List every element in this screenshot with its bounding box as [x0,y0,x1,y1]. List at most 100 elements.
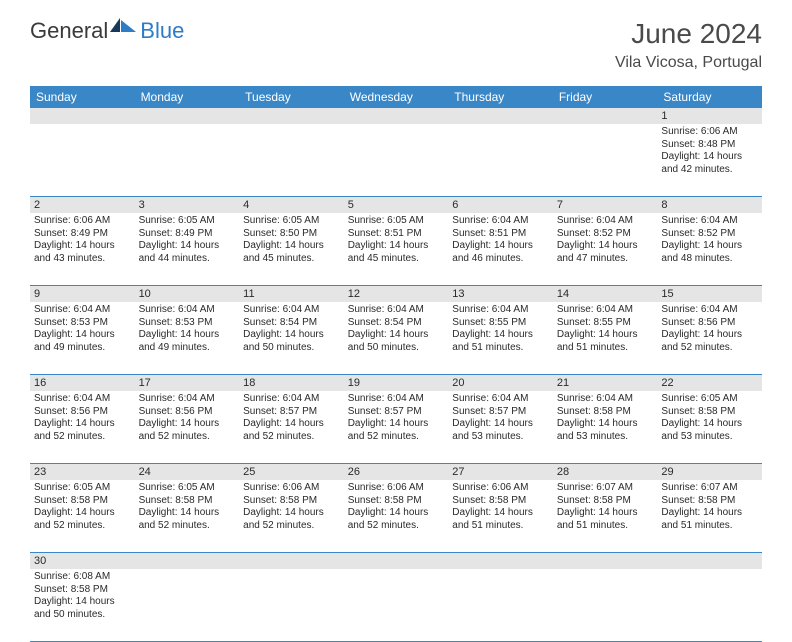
day2-text: and 42 minutes. [661,164,758,177]
sunrise-text: Sunrise: 6:06 AM [243,482,340,495]
sunset-text: Sunset: 8:57 PM [348,406,445,419]
day-number [448,108,553,124]
weekday-header: Tuesday [239,86,344,108]
day-cell: Sunrise: 6:05 AMSunset: 8:50 PMDaylight:… [239,213,344,285]
day-number: 1 [657,108,762,124]
day-cell: Sunrise: 6:04 AMSunset: 8:56 PMDaylight:… [135,391,240,463]
day-number [30,108,135,124]
day1-text: Daylight: 14 hours [661,418,758,431]
day1-text: Daylight: 14 hours [34,596,131,609]
day-cell [657,569,762,641]
day-cell: Sunrise: 6:04 AMSunset: 8:51 PMDaylight:… [448,213,553,285]
day1-text: Daylight: 14 hours [557,240,654,253]
weekday-header: Monday [135,86,240,108]
day2-text: and 51 minutes. [557,342,654,355]
day-cell: Sunrise: 6:04 AMSunset: 8:53 PMDaylight:… [30,302,135,374]
sunset-text: Sunset: 8:52 PM [557,228,654,241]
sunrise-text: Sunrise: 6:06 AM [452,482,549,495]
day-number: 30 [30,553,135,569]
sunset-text: Sunset: 8:54 PM [348,317,445,330]
sunset-text: Sunset: 8:50 PM [243,228,340,241]
day2-text: and 47 minutes. [557,253,654,266]
day-cell [30,124,135,196]
day1-text: Daylight: 14 hours [243,507,340,520]
day-number: 6 [448,197,553,213]
day2-text: and 50 minutes. [243,342,340,355]
day-number: 11 [239,286,344,302]
day1-text: Daylight: 14 hours [452,418,549,431]
day2-text: and 52 minutes. [348,431,445,444]
day-number [448,553,553,569]
sunset-text: Sunset: 8:58 PM [661,495,758,508]
day-cell [135,124,240,196]
week-row: Sunrise: 6:08 AMSunset: 8:58 PMDaylight:… [30,569,762,642]
week-row: Sunrise: 6:06 AMSunset: 8:48 PMDaylight:… [30,124,762,197]
sunset-text: Sunset: 8:58 PM [348,495,445,508]
day1-text: Daylight: 14 hours [557,418,654,431]
title-block: June 2024 Vila Vicosa, Portugal [615,18,762,72]
sunset-text: Sunset: 8:56 PM [661,317,758,330]
sunset-text: Sunset: 8:58 PM [452,495,549,508]
day-number: 29 [657,464,762,480]
day-cell [344,124,449,196]
day-number: 13 [448,286,553,302]
week-row: Sunrise: 6:04 AMSunset: 8:56 PMDaylight:… [30,391,762,464]
day2-text: and 52 minutes. [34,520,131,533]
day-number: 21 [553,375,658,391]
sunrise-text: Sunrise: 6:04 AM [34,304,131,317]
logo-text-blue: Blue [140,18,184,44]
day-cell [344,569,449,641]
day-number [553,108,658,124]
sunset-text: Sunset: 8:55 PM [452,317,549,330]
day2-text: and 46 minutes. [452,253,549,266]
calendar: Sunday Monday Tuesday Wednesday Thursday… [30,86,762,642]
day2-text: and 52 minutes. [139,520,236,533]
weekday-header: Friday [553,86,658,108]
day1-text: Daylight: 14 hours [661,240,758,253]
sunrise-text: Sunrise: 6:06 AM [661,126,758,139]
sunrise-text: Sunrise: 6:05 AM [34,482,131,495]
week-row: Sunrise: 6:04 AMSunset: 8:53 PMDaylight:… [30,302,762,375]
day2-text: and 52 minutes. [243,520,340,533]
day-cell: Sunrise: 6:04 AMSunset: 8:56 PMDaylight:… [657,302,762,374]
day-cell [239,124,344,196]
day-number [553,553,658,569]
day1-text: Daylight: 14 hours [139,507,236,520]
day-number: 17 [135,375,240,391]
logo: General Blue [30,18,184,44]
day-cell [448,124,553,196]
day-cell: Sunrise: 6:06 AMSunset: 8:49 PMDaylight:… [30,213,135,285]
day-number [135,553,240,569]
day2-text: and 52 minutes. [243,431,340,444]
sunrise-text: Sunrise: 6:05 AM [139,482,236,495]
day-cell: Sunrise: 6:04 AMSunset: 8:52 PMDaylight:… [553,213,658,285]
sunset-text: Sunset: 8:52 PM [661,228,758,241]
day2-text: and 49 minutes. [34,342,131,355]
day-cell: Sunrise: 6:06 AMSunset: 8:58 PMDaylight:… [239,480,344,552]
day-number: 19 [344,375,449,391]
sunset-text: Sunset: 8:58 PM [243,495,340,508]
sunset-text: Sunset: 8:56 PM [139,406,236,419]
sunset-text: Sunset: 8:49 PM [34,228,131,241]
day-cell [553,124,658,196]
sunrise-text: Sunrise: 6:04 AM [34,393,131,406]
day-cell: Sunrise: 6:04 AMSunset: 8:54 PMDaylight:… [344,302,449,374]
month-title: June 2024 [615,18,762,50]
day1-text: Daylight: 14 hours [34,507,131,520]
day-number [344,108,449,124]
day1-text: Daylight: 14 hours [348,240,445,253]
day-cell: Sunrise: 6:04 AMSunset: 8:57 PMDaylight:… [239,391,344,463]
day2-text: and 53 minutes. [557,431,654,444]
day-number: 2 [30,197,135,213]
day1-text: Daylight: 14 hours [557,507,654,520]
day-number: 4 [239,197,344,213]
day2-text: and 49 minutes. [139,342,236,355]
sunrise-text: Sunrise: 6:04 AM [139,393,236,406]
week-row: Sunrise: 6:06 AMSunset: 8:49 PMDaylight:… [30,213,762,286]
day-number: 18 [239,375,344,391]
sunset-text: Sunset: 8:53 PM [34,317,131,330]
sunset-text: Sunset: 8:56 PM [34,406,131,419]
day-number: 9 [30,286,135,302]
day1-text: Daylight: 14 hours [452,507,549,520]
day-cell: Sunrise: 6:08 AMSunset: 8:58 PMDaylight:… [30,569,135,641]
